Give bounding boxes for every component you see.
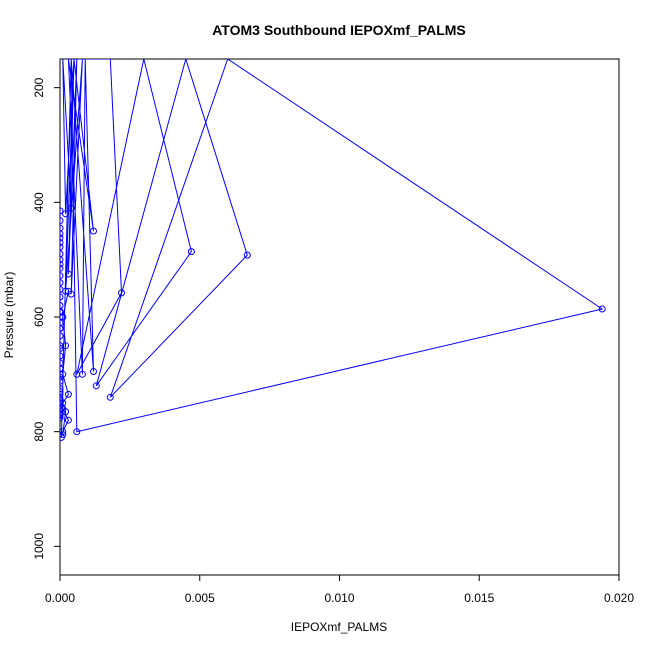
data-point [60, 293, 64, 301]
data-point [62, 342, 70, 350]
series-line [60, 59, 604, 438]
data-point [90, 368, 97, 375]
data-point [60, 286, 64, 293]
data-point [64, 390, 72, 398]
x-axis-label: IEPOXmf_PALMS [291, 620, 387, 634]
data-point [187, 248, 195, 256]
data-point [67, 204, 75, 212]
data-point [60, 352, 64, 360]
y-tick-label: 400 [32, 192, 46, 212]
y-tick-label: 200 [32, 77, 46, 97]
data-point [60, 224, 64, 232]
y-tick-label: 800 [32, 421, 46, 441]
data-point [60, 256, 64, 264]
x-tick-label: 0.000 [45, 591, 75, 605]
data-point [60, 217, 64, 225]
data-point [60, 230, 64, 238]
data-point [60, 377, 64, 385]
data-point [118, 289, 125, 297]
data-point [64, 287, 72, 295]
y-tick-label: 1000 [32, 533, 46, 560]
data-point [60, 332, 64, 340]
x-axis: 0.000 0.005 0.010 0.015 0.020 [45, 574, 634, 605]
y-axis-label: Pressure (mbar) [2, 272, 16, 359]
data-point [60, 428, 67, 436]
data-point [60, 370, 67, 378]
data-point [60, 234, 64, 242]
data-point [60, 431, 67, 438]
series-line [62, 291, 69, 435]
x-tick-label: 0.005 [185, 591, 215, 605]
data-point [60, 325, 64, 332]
data-point [60, 345, 64, 352]
data-point [598, 305, 606, 313]
data-point [60, 279, 64, 287]
data-point [60, 411, 64, 418]
data-point [90, 227, 97, 235]
data-point [243, 251, 251, 259]
data-point [60, 264, 64, 272]
data-point [60, 243, 64, 251]
data-point [60, 414, 64, 422]
data-point [60, 359, 64, 367]
data-point [60, 260, 64, 268]
series-layer [60, 59, 606, 441]
data-point [62, 210, 70, 218]
data-point [60, 239, 64, 246]
data-point [62, 408, 70, 416]
data-point [64, 416, 72, 424]
data-point [60, 272, 64, 280]
data-point [92, 382, 100, 390]
data-point [60, 302, 64, 309]
data-point [64, 270, 72, 278]
data-point [60, 390, 64, 398]
data-point [73, 370, 81, 378]
data-point [60, 250, 64, 258]
data-point [106, 393, 114, 401]
x-tick-label: 0.015 [464, 591, 494, 605]
data-point [60, 207, 64, 215]
y-tick-label: 600 [32, 307, 46, 327]
chart-title: ATOM3 Southbound IEPOXmf_PALMS [212, 22, 466, 38]
data-point [60, 313, 67, 321]
data-point [60, 385, 64, 393]
data-point [73, 428, 81, 436]
data-point [60, 399, 67, 407]
x-tick-label: 0.010 [324, 591, 354, 605]
data-point [60, 307, 64, 315]
data-point [60, 388, 64, 395]
x-tick-label: 0.020 [604, 591, 634, 605]
